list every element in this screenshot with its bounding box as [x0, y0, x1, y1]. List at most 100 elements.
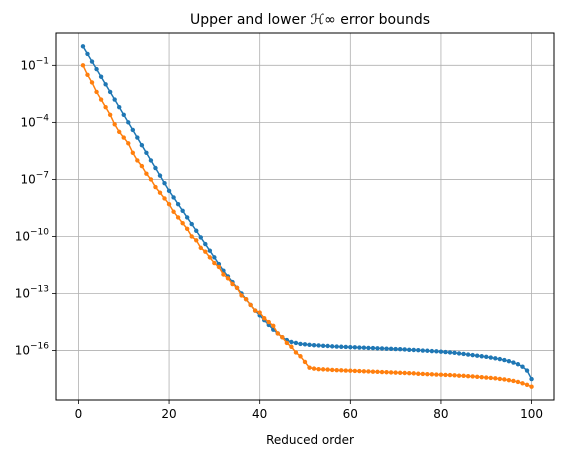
data-point — [352, 345, 358, 350]
data-point — [243, 297, 249, 302]
data-point — [397, 370, 403, 376]
data-point — [461, 351, 466, 357]
data-point — [221, 272, 226, 277]
data-point — [361, 369, 367, 374]
data-point — [384, 370, 389, 375]
data-point — [262, 316, 267, 321]
data-point — [357, 368, 362, 374]
data-point — [470, 352, 475, 358]
data-point — [207, 248, 213, 253]
data-point — [198, 235, 203, 240]
data-point — [166, 201, 172, 207]
data-point — [524, 382, 530, 387]
data-point — [434, 372, 439, 377]
data-point — [474, 374, 480, 379]
data-point — [465, 352, 471, 357]
data-point — [80, 44, 86, 49]
data-point — [520, 364, 525, 369]
data-point — [94, 89, 99, 95]
data-point — [135, 158, 140, 163]
x-tick-label: 100 — [520, 407, 543, 421]
data-point — [89, 59, 95, 64]
data-point — [126, 120, 131, 125]
data-point — [379, 346, 385, 351]
data-point — [411, 347, 416, 353]
data-point — [248, 302, 253, 308]
data-point — [112, 122, 117, 127]
data-point — [502, 357, 507, 363]
data-point — [375, 369, 380, 375]
series-2 — [80, 63, 534, 389]
data-point — [429, 348, 435, 354]
data-point — [184, 215, 190, 220]
data-point — [157, 173, 163, 178]
y-axis-ticks: 10−1 10−4 10−7 10−10 10−13 10−16 — [15, 56, 56, 358]
data-point — [379, 369, 385, 375]
data-point — [130, 127, 136, 133]
data-point — [225, 276, 231, 281]
data-point — [488, 375, 493, 381]
y-tick-label: 10−13 — [15, 285, 49, 301]
data-point — [121, 135, 126, 140]
series-group — [80, 44, 534, 389]
x-axis-label: Reduced order — [266, 433, 354, 447]
data-point — [388, 346, 394, 352]
series-line — [82, 65, 532, 388]
y-tick-label: 10−7 — [20, 170, 49, 186]
data-point — [166, 188, 172, 194]
data-point — [198, 245, 203, 251]
data-point — [384, 346, 389, 351]
data-point — [94, 66, 99, 72]
data-point — [144, 150, 149, 155]
data-point — [107, 112, 113, 117]
data-point — [284, 340, 290, 346]
data-point — [112, 97, 117, 102]
data-point — [162, 196, 167, 201]
data-point — [429, 372, 435, 377]
data-point — [416, 347, 421, 353]
data-point — [402, 347, 407, 352]
data-point — [388, 370, 394, 375]
data-point — [348, 344, 353, 350]
data-point — [203, 249, 208, 254]
data-point — [506, 359, 512, 364]
data-point — [506, 378, 512, 383]
series-line — [82, 45, 533, 380]
data-point — [189, 234, 194, 239]
data-point — [180, 208, 185, 213]
data-point — [407, 370, 412, 376]
data-point — [366, 345, 371, 351]
y-tick-label: 10−4 — [20, 113, 49, 129]
data-point — [212, 255, 217, 260]
data-point — [316, 343, 321, 348]
data-point — [184, 226, 190, 232]
data-point — [470, 374, 475, 379]
data-point — [266, 319, 271, 325]
data-point — [230, 281, 235, 287]
data-point — [144, 171, 149, 176]
data-point — [189, 221, 194, 227]
data-point — [311, 343, 317, 348]
data-point — [447, 350, 453, 355]
data-point — [520, 381, 525, 386]
data-point — [393, 370, 398, 375]
axes-frame — [55, 32, 555, 401]
data-point — [298, 354, 303, 359]
data-point — [375, 346, 380, 351]
data-point — [85, 72, 90, 78]
data-point — [180, 220, 185, 226]
data-point — [320, 343, 326, 349]
data-point — [452, 373, 457, 378]
y-tick-label: 10−10 — [15, 227, 50, 243]
data-point — [257, 310, 262, 315]
data-point — [407, 347, 412, 352]
data-point — [465, 374, 471, 379]
data-point — [474, 353, 480, 358]
x-axis-ticks: 0 20 40 60 80 100 — [75, 400, 543, 421]
data-point — [307, 342, 312, 348]
y-tick-label: 10−1 — [20, 56, 49, 72]
data-point — [497, 356, 503, 362]
data-point — [425, 371, 430, 377]
data-point — [207, 255, 213, 260]
